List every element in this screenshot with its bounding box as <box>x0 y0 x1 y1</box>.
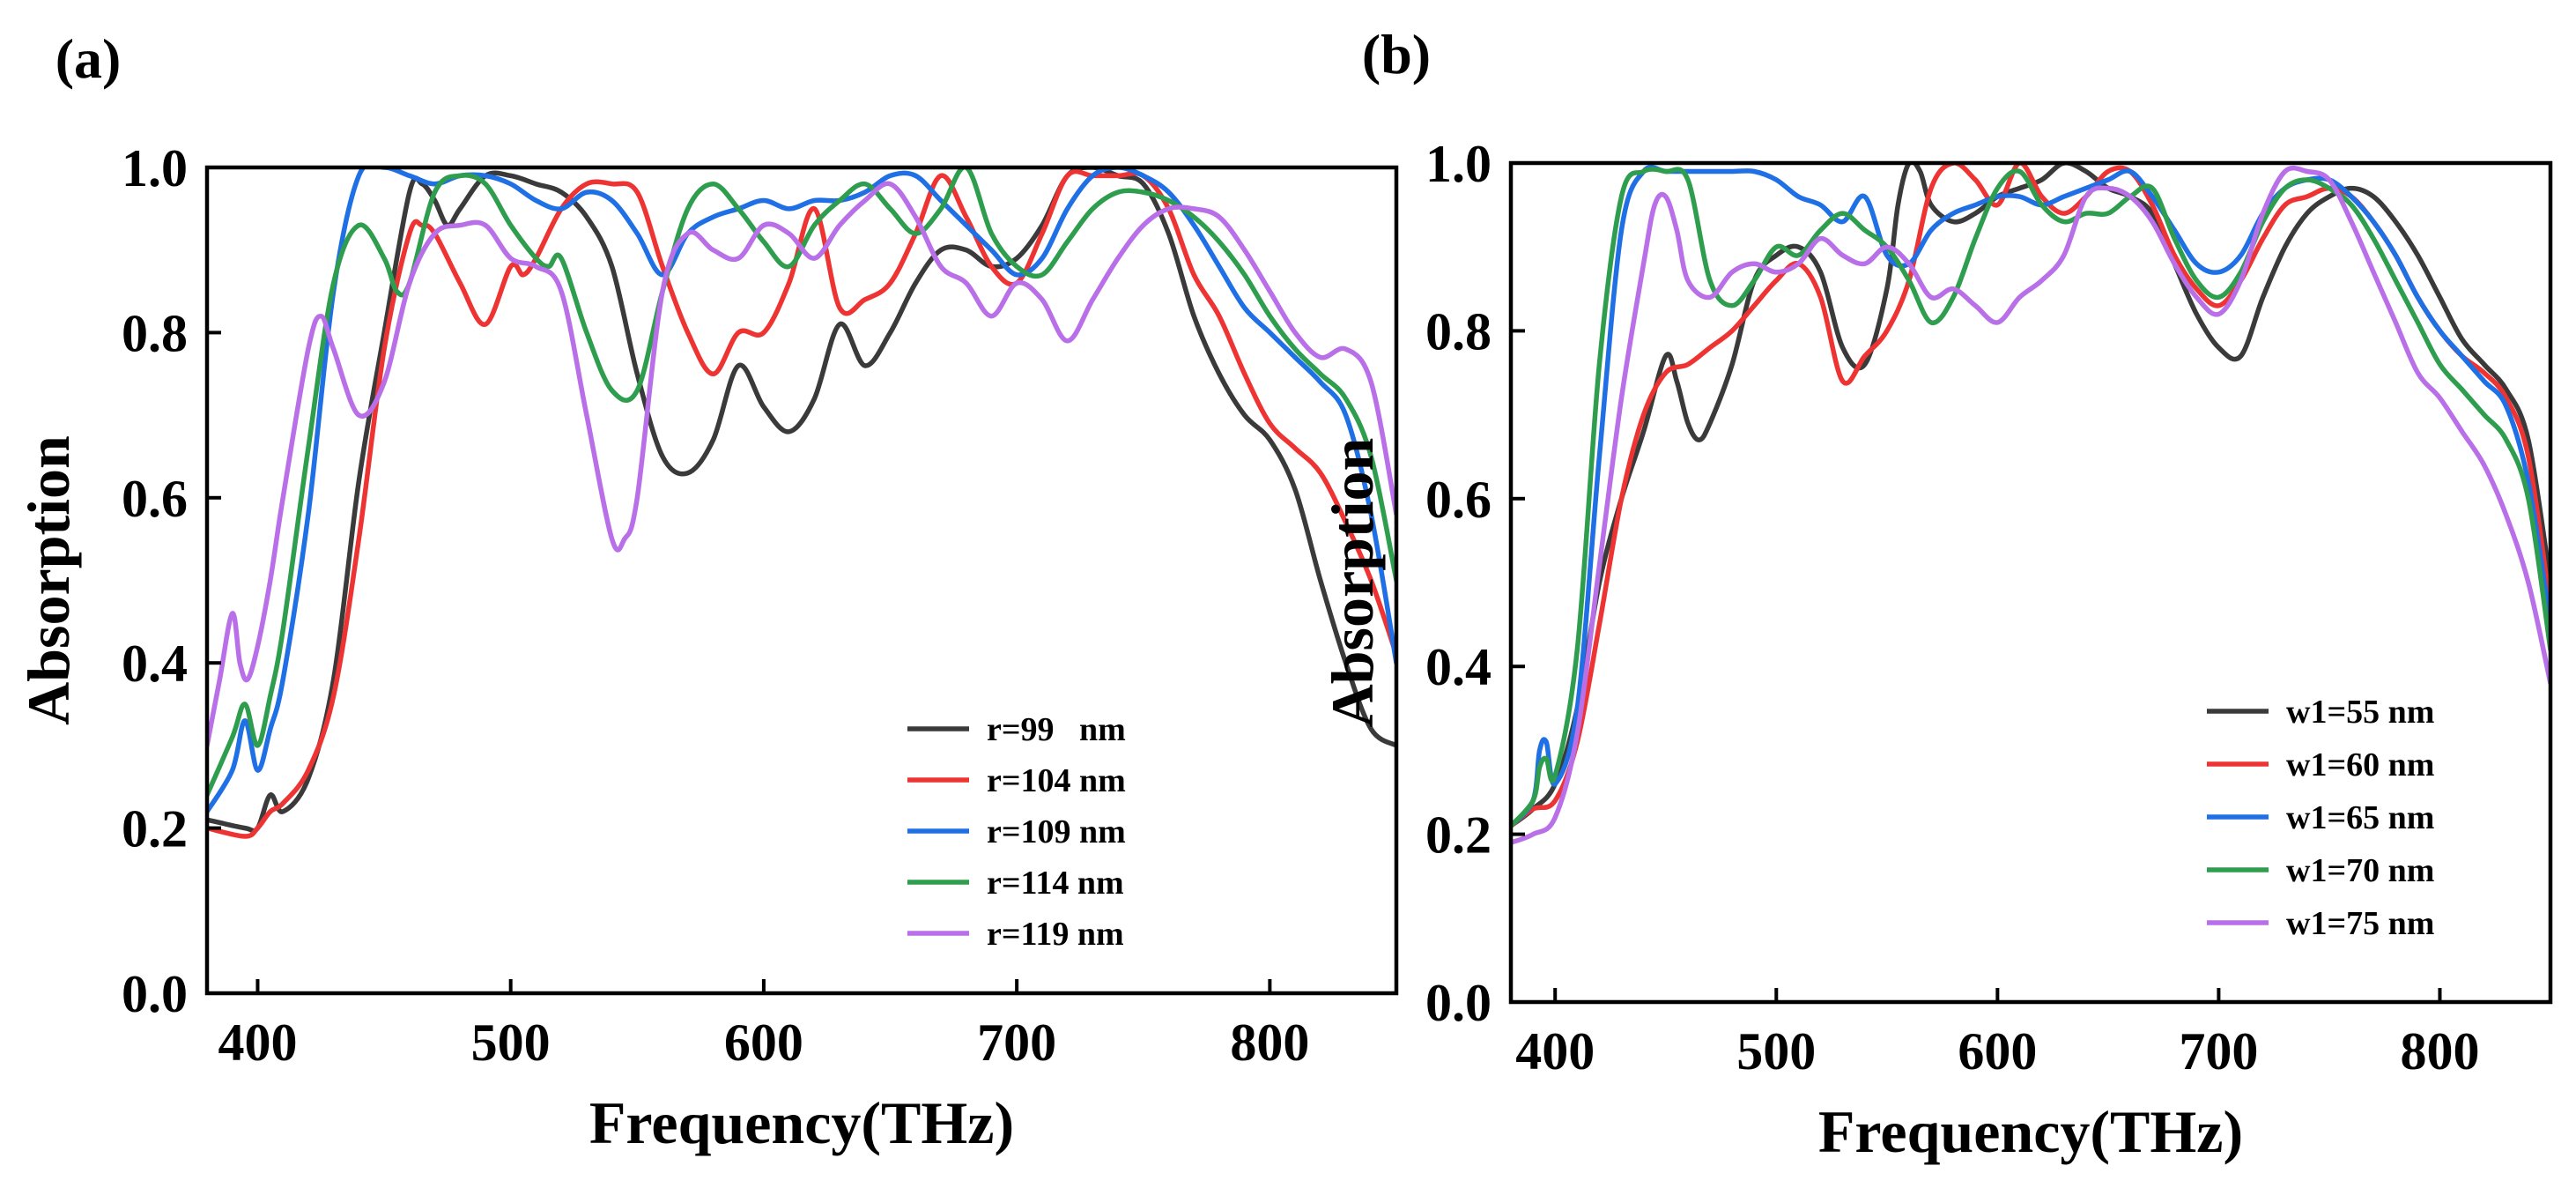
legend-label: w1=75 nm <box>2286 905 2434 942</box>
series-line-1 <box>1511 163 2550 828</box>
y-tick-label: 0.0 <box>1425 974 1492 1032</box>
y-axis-label: Absorption <box>1319 438 1386 728</box>
series-line-2 <box>207 168 1396 839</box>
legend: r=99 nm r=104 nm r=109 nm r=114 nm r=119 nm <box>907 711 1126 953</box>
y-tick-label: 0.8 <box>1425 302 1492 360</box>
x-axis-label: Frequency(THz) <box>1818 1098 2243 1165</box>
series-line-1 <box>207 167 1396 834</box>
y-tick-label: 0.8 <box>122 304 188 362</box>
panel-label: (a) <box>56 27 122 90</box>
chart-panel-b: (b) 0.0 0.2 0.4 0.6 0.8 1.0 400 500 600 700 800 Freq… <box>1319 23 2553 1165</box>
chart-panel-a: (a) 0.0 0.2 0.4 0.6 0.8 1.0 400 500 600 700 800 Freq… <box>15 27 1399 1156</box>
legend-label: w1=65 nm <box>2286 799 2434 836</box>
x-tick-label: 400 <box>1515 1022 1595 1080</box>
x-tick-label: 600 <box>1958 1022 2037 1080</box>
series-line-4 <box>1511 167 2550 828</box>
legend-label: w1=55 nm <box>2286 694 2434 731</box>
x-tick-label: 500 <box>1736 1022 1816 1080</box>
legend-label: r=109 nm <box>987 813 1126 850</box>
panel-label: (b) <box>1362 23 1431 85</box>
legend-label: r=114 nm <box>987 865 1124 902</box>
legend-label: w1=60 nm <box>2286 746 2434 783</box>
y-axis-label: Absorption <box>15 435 82 725</box>
series-group <box>207 167 1396 839</box>
y-tick-label: 0.4 <box>122 635 188 693</box>
y-tick-label: 0.2 <box>1425 806 1492 865</box>
y-tick-label: 1.0 <box>1425 135 1492 193</box>
y-tick-label: 0.0 <box>122 965 188 1023</box>
legend-label: r=119 nm <box>987 916 1124 953</box>
series-group <box>1511 163 2550 845</box>
legend-label: r=104 nm <box>987 762 1126 799</box>
x-tick-label: 600 <box>724 1014 803 1072</box>
x-tick-label: 700 <box>2179 1022 2258 1080</box>
x-tick-label: 800 <box>1230 1014 1309 1072</box>
y-tick-label: 1.0 <box>122 139 188 197</box>
x-tick-label: 400 <box>218 1014 297 1072</box>
y-tick-label: 0.2 <box>122 800 188 858</box>
legend-label: w1=70 nm <box>2286 852 2434 889</box>
legend: w1=55 nm w1=60 nm w1=65 nm w1=70 nm w1=75 nm <box>2207 694 2434 942</box>
y-tick-label: 0.6 <box>1425 471 1492 529</box>
x-tick-label: 700 <box>977 1014 1056 1072</box>
y-tick-label: 0.6 <box>122 470 188 528</box>
x-axis-label: Frequency(THz) <box>589 1089 1014 1156</box>
legend-label: r=99 nm <box>987 711 1126 748</box>
x-tick-label: 800 <box>2400 1022 2479 1080</box>
series-line-5 <box>207 181 1396 748</box>
plot-frame <box>204 165 1399 996</box>
series-line-5 <box>1511 165 2550 845</box>
x-tick-label: 500 <box>471 1014 551 1072</box>
plot-frame <box>1508 160 2553 1005</box>
y-tick-label: 0.4 <box>1425 638 1492 696</box>
